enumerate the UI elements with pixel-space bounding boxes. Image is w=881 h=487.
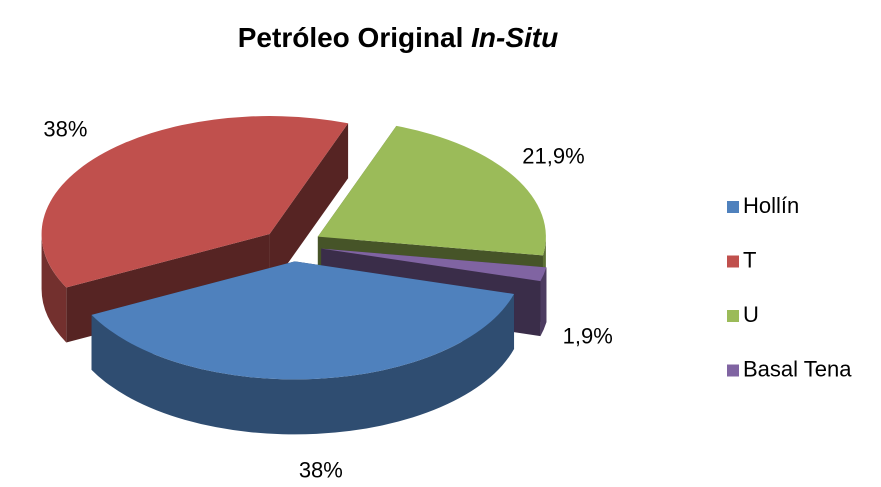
- legend-swatch: [727, 364, 739, 377]
- slice-side: [540, 267, 547, 337]
- slice-top: [321, 248, 547, 282]
- title-main: Petróleo Original: [238, 22, 464, 53]
- slice-cut: [269, 123, 349, 290]
- data-label: 38%: [43, 116, 87, 141]
- slice-side: [91, 293, 515, 435]
- data-label: 1,9%: [563, 323, 613, 348]
- slice-top: [41, 116, 349, 288]
- data-label: 38%: [299, 458, 343, 483]
- legend-swatch: [727, 310, 739, 322]
- legend-swatch: [727, 255, 739, 268]
- chart-title: Petróleo Original In-Situ: [238, 22, 558, 53]
- data-label: 21,9%: [522, 144, 584, 169]
- legend-swatch: [727, 201, 739, 213]
- slice-side: [41, 234, 67, 343]
- legend-label: U: [743, 302, 759, 327]
- legend-label: Hollín: [743, 193, 799, 218]
- title-italic: In-Situ: [471, 22, 558, 53]
- slice-top: [91, 261, 515, 380]
- slice-top: [317, 125, 546, 256]
- legend-label: T: [743, 247, 756, 272]
- legend-label: Basal Tena: [743, 356, 852, 381]
- slice: [91, 261, 515, 435]
